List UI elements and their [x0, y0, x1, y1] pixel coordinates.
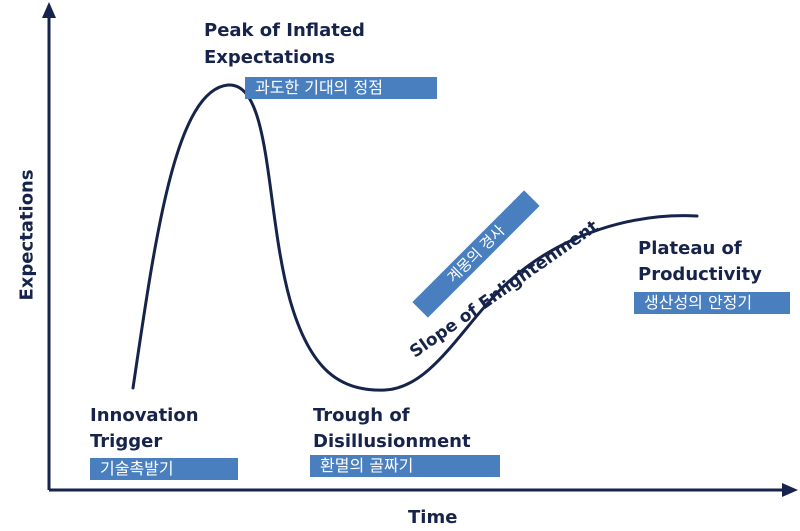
plateau-tag: 생산성의 안정기: [634, 292, 790, 314]
innovation-trigger-tag: 기술촉발기: [90, 458, 238, 480]
peak-title-line2: Expectations: [204, 47, 336, 68]
y-axis-arrow: [42, 2, 56, 18]
peak-title-line1: Peak of Inflated: [204, 20, 365, 41]
plateau-title-line2: Productivity: [638, 264, 762, 285]
trough-title-line1: Trough of: [313, 405, 410, 426]
trough-title-line2: Disillusionment: [313, 431, 471, 452]
hype-cycle-curve: [131, 83, 699, 392]
plateau-title-line1: Plateau of: [638, 238, 742, 259]
innovation-trigger-title-line1: Innovation: [90, 405, 199, 426]
x-axis-arrow: [782, 483, 798, 497]
x-axis-title: Time: [408, 507, 458, 528]
y-axis-title: Expectations: [16, 169, 38, 301]
trough-tag: 환멸의 골짜기: [310, 455, 500, 477]
peak-tag: 과도한 기대의 정점: [245, 77, 437, 99]
innovation-trigger-title-line2: Trigger: [90, 431, 163, 452]
